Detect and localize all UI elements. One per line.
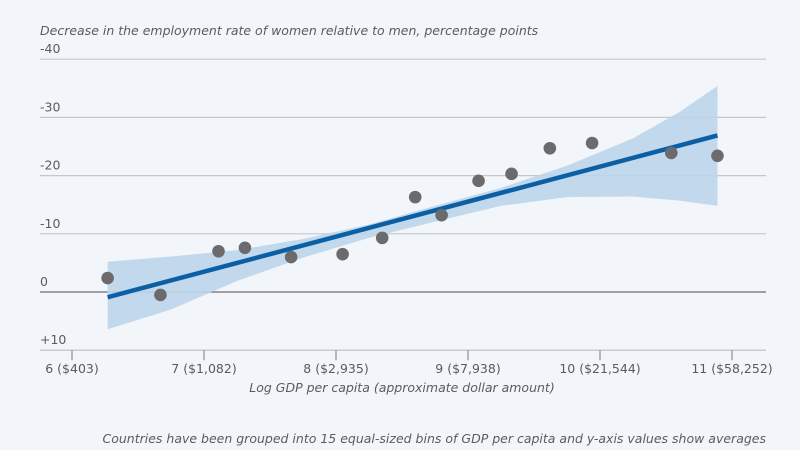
x-tick-label: 6 ($403) <box>45 361 99 376</box>
data-point <box>154 288 167 302</box>
data-point <box>408 190 422 204</box>
data-point <box>238 241 252 255</box>
data-point <box>543 141 557 155</box>
data-point <box>336 247 349 261</box>
confidence-band-layer <box>107 85 718 330</box>
data-point <box>212 244 225 258</box>
y-tick-label: -20 <box>40 158 60 173</box>
fit-line-layer <box>107 133 719 300</box>
data-point <box>375 231 389 245</box>
x-tick-label: 9 ($7,938) <box>435 361 500 376</box>
data-point <box>472 174 485 188</box>
data-point <box>101 271 114 285</box>
y-tick-label: +10 <box>40 332 66 347</box>
fit-line <box>107 133 719 300</box>
scatter-points <box>101 136 724 302</box>
y-axis-title: Decrease in the employment rate of women… <box>40 23 539 38</box>
data-point <box>585 136 599 150</box>
y-tick-label: -40 <box>40 41 60 56</box>
x-tick-label: 7 ($1,082) <box>171 361 236 376</box>
x-tick-label: 10 ($21,544) <box>559 361 640 376</box>
data-point <box>284 250 298 264</box>
x-tick-label: 8 ($2,935) <box>303 361 368 376</box>
chart-caption: Countries have been grouped into 15 equa… <box>102 431 766 446</box>
y-tick-label: -30 <box>40 99 60 114</box>
x-axis-title: Log GDP per capita (approximate dollar a… <box>249 380 554 395</box>
axis-ticks: -40 -30 -20 -10 0 +10 6 ($403) 7 ($1,082) 8 ($2,… <box>40 41 773 376</box>
data-point <box>435 208 448 222</box>
data-point <box>664 146 678 160</box>
data-point <box>505 167 518 181</box>
confidence-band <box>107 85 718 330</box>
y-tick-label: 0 <box>40 274 48 289</box>
x-tick-label: 11 ($58,252) <box>691 361 772 376</box>
y-tick-label: -10 <box>40 216 60 231</box>
data-point <box>711 149 724 163</box>
